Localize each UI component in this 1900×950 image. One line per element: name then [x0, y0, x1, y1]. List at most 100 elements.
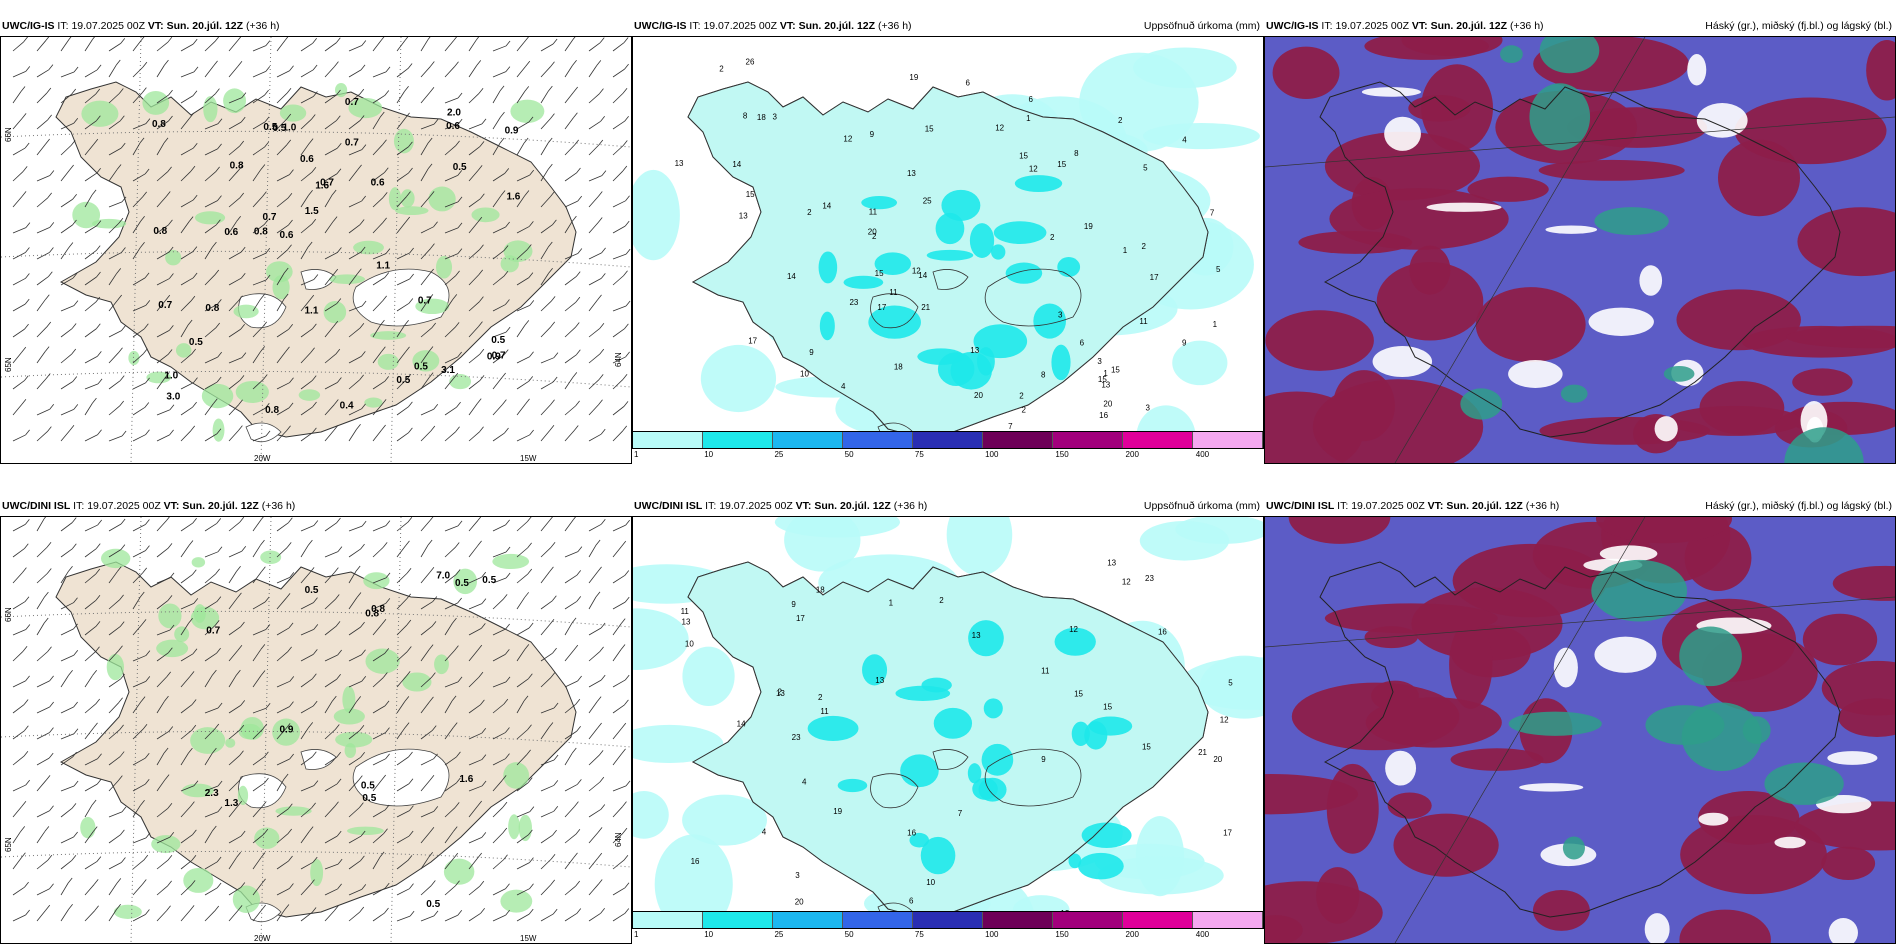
wind-barb — [276, 377, 294, 390]
precip-heavy-area — [909, 832, 930, 848]
wind-barb — [468, 269, 484, 286]
wind-barb — [276, 219, 293, 234]
wind-barb — [84, 323, 101, 338]
wind-barb — [588, 827, 603, 844]
wind-barb — [372, 346, 386, 364]
wind-barb — [612, 248, 631, 260]
wind-barb — [396, 883, 414, 896]
wind-barb — [612, 519, 631, 532]
precip-value-label: 4 — [802, 778, 807, 787]
wind-green-patch — [237, 785, 249, 806]
wind-barb — [492, 270, 509, 286]
wind-barb — [612, 425, 628, 442]
precip-value-label: 3 — [773, 112, 778, 121]
wind-barb — [228, 724, 245, 740]
wind-barb — [372, 37, 385, 52]
wind-barb — [180, 295, 196, 312]
wind-barb — [84, 138, 99, 156]
wind-barb — [444, 248, 463, 260]
low-cloud-area — [1539, 37, 1600, 74]
precip-heavy-area — [818, 251, 838, 284]
wind-green-patch — [193, 604, 206, 623]
wind-barb — [156, 832, 175, 844]
wind-barb — [348, 115, 365, 130]
wind-barb — [588, 622, 606, 636]
wind-barb — [180, 165, 196, 182]
wind-barb — [252, 801, 267, 818]
wind-barb — [204, 905, 220, 922]
wind-barb — [588, 323, 605, 338]
precip-area — [682, 646, 735, 706]
wind-barb — [324, 695, 337, 714]
wind-map[interactable]: 0.7 0.6 0.5 0.5 0.6 0.8 0.9 1.1 0.6 0.5 0.6 0.9 0.7 0… — [0, 36, 632, 464]
wind-barb — [60, 904, 73, 922]
wind-barb — [324, 621, 341, 636]
low-cloud-area — [1562, 836, 1585, 860]
wind-barb — [60, 272, 78, 286]
wind-green-patch — [393, 128, 414, 154]
wind-barb — [36, 222, 55, 234]
wind-barb — [588, 674, 606, 688]
wind-barb — [84, 543, 101, 558]
wind-barb — [36, 805, 54, 818]
wind-barb — [204, 241, 217, 260]
wind-value-label: 1.3 — [224, 798, 238, 809]
wind-barb — [588, 88, 604, 104]
wind-barb — [444, 597, 462, 610]
wind-barb — [108, 878, 122, 896]
wind-map[interactable]: 7.0 1.6 1.3 0.5 0.8 0.5 0.8 0.9 0.5 2.3 0.5 0.5 0.5 0… — [0, 516, 632, 944]
wind-barb — [612, 300, 631, 312]
wind-barb — [612, 570, 630, 584]
precip-heavy-area — [1005, 262, 1043, 284]
wind-green-patch — [275, 806, 312, 816]
colorbar-swatch — [1053, 432, 1123, 448]
wind-barb — [372, 376, 390, 390]
precip-map[interactable]: 2 2 3 1 1 2 3 17 2 2 2 4 6 7 9 11 8 6 11 13 15 13 18 15 14 23 26 10… — [632, 36, 1264, 446]
cloud-map[interactable] — [1264, 516, 1896, 944]
wind-barb — [540, 137, 553, 156]
wind-barb — [228, 592, 242, 610]
high-cloud-area — [1475, 287, 1586, 363]
wind-barb — [516, 568, 533, 584]
low-cloud-area — [1508, 711, 1602, 736]
wind-barb — [276, 904, 290, 922]
wind-barb — [348, 802, 364, 818]
wind-barb — [84, 856, 102, 870]
wind-barb — [348, 906, 365, 922]
wind-green-patch — [175, 343, 192, 358]
wind-barb — [228, 621, 245, 636]
wind-green-patch — [415, 298, 450, 315]
wind-barb — [516, 169, 535, 182]
precip-value-label: 1 — [1213, 320, 1218, 329]
precip-area — [633, 791, 669, 839]
wind-barb — [300, 241, 313, 260]
wind-barb — [564, 167, 581, 182]
wind-barb — [348, 855, 365, 870]
wind-barb — [588, 879, 603, 896]
wind-barb — [36, 138, 50, 156]
wind-green-patch — [212, 418, 225, 442]
wind-barb — [84, 799, 97, 818]
wind-barb — [516, 137, 529, 156]
wind-barb — [36, 752, 54, 766]
precip-map[interactable]: 2492131516132312151619107171612141315111… — [632, 516, 1264, 926]
wind-barb — [540, 908, 558, 922]
wind-barb — [84, 722, 98, 740]
wind-value-label: 0.7 — [345, 97, 359, 108]
wind-barb — [276, 402, 294, 416]
wind-barb — [324, 649, 342, 662]
wind-barb — [564, 852, 578, 870]
wind-barb — [588, 776, 605, 792]
wind-barb — [516, 398, 530, 416]
wind-barb — [348, 543, 365, 558]
wind-barb — [204, 806, 223, 818]
wind-barb — [276, 517, 293, 532]
wind-barb — [612, 63, 629, 78]
cloud-map[interactable] — [1264, 36, 1896, 464]
mid-cloud-area — [1698, 812, 1729, 826]
wind-barb — [540, 517, 553, 532]
wind-barb — [396, 910, 415, 922]
wind-barb — [540, 754, 559, 766]
wind-barb — [588, 273, 606, 286]
colorbar-tick-label: 400 — [1195, 930, 1210, 939]
